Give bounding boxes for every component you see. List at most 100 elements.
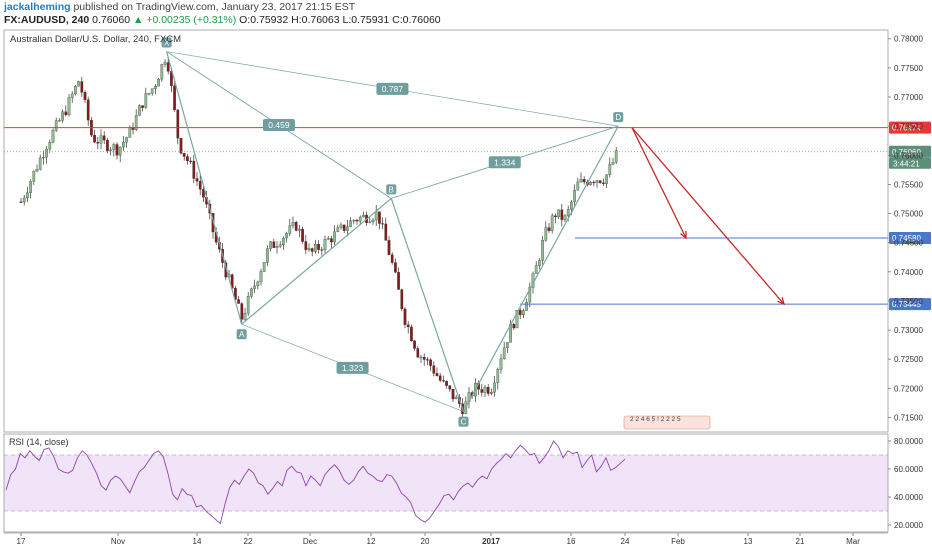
- candle-body: [83, 92, 87, 100]
- candle-body: [406, 324, 410, 328]
- candle-body: [250, 288, 253, 297]
- point-label: C: [461, 418, 467, 427]
- ohlc-low: L:0.75931: [342, 14, 390, 26]
- candle-body: [32, 170, 36, 182]
- candle-body: [374, 211, 378, 221]
- candle-body: [317, 243, 320, 250]
- candle-body: [307, 248, 311, 250]
- target-arrow-head: [680, 230, 687, 240]
- candle-body: [170, 71, 173, 86]
- time-tick-label: 14: [193, 537, 202, 546]
- level-tag: [889, 121, 931, 134]
- candle-body: [525, 301, 528, 311]
- level-tag-label: 0.74580: [892, 234, 921, 243]
- candle-body: [614, 150, 618, 163]
- candle-body: [355, 220, 359, 222]
- candle-body: [38, 157, 42, 170]
- events-marker: [623, 415, 711, 430]
- last-price-label: 0.76060: [892, 148, 921, 157]
- price-value: 0.76060: [92, 14, 131, 26]
- chart-header: jackalheming published on TradingView.co…: [0, 0, 932, 28]
- candle-body: [480, 389, 484, 393]
- candle-body: [442, 380, 445, 382]
- symbol-line: FX:AUDUSD, 240 0.76060 ▲ +0.00235 (+0.31…: [4, 14, 441, 26]
- candle-body: [438, 375, 442, 381]
- candle-body: [125, 137, 128, 143]
- candle-body: [371, 219, 375, 223]
- candle-body: [522, 310, 525, 315]
- candle-body: [499, 358, 503, 370]
- candle-body: [560, 209, 564, 220]
- price-tick-label: 0.74000: [894, 268, 923, 277]
- candle-body: [70, 93, 74, 98]
- candle-body: [58, 120, 61, 122]
- candle-body: [64, 111, 68, 116]
- candle-body: [128, 127, 132, 138]
- time-tick-label: 13: [744, 537, 753, 546]
- candle-body: [589, 181, 592, 185]
- price-tick-label: 0.75500: [894, 180, 923, 189]
- candle-body: [557, 209, 560, 218]
- candle-body: [336, 227, 340, 232]
- candle-body: [182, 153, 186, 157]
- candle-body: [99, 135, 103, 144]
- point-label: A: [239, 330, 245, 339]
- candle-body: [202, 188, 205, 198]
- candle-body: [378, 211, 381, 224]
- rsi-pane-title: RSI (14, close): [9, 437, 69, 447]
- target-arrow-head: [777, 297, 785, 306]
- candle-body: [269, 241, 272, 249]
- point-badge: [236, 329, 247, 340]
- target-arrow: [631, 127, 687, 239]
- candle-body: [550, 215, 554, 231]
- candle-body: [179, 138, 183, 154]
- candle-body: [138, 105, 141, 116]
- author-link[interactable]: jackalheming: [4, 1, 71, 13]
- time-tick-label: 22: [244, 537, 253, 546]
- candle-body: [195, 178, 199, 182]
- last-price-tag: [889, 145, 931, 158]
- candle-body: [483, 386, 487, 393]
- candle-body: [163, 62, 167, 65]
- candle-body: [154, 86, 157, 89]
- time-tick-label: Nov: [111, 537, 125, 546]
- candle-body: [410, 326, 413, 342]
- candle-body: [74, 85, 77, 95]
- candle-body: [26, 192, 29, 199]
- price-tick-label: 0.76000: [894, 151, 923, 160]
- candle-body: [320, 249, 324, 251]
- price-tick-label: 0.78000: [894, 35, 923, 44]
- candle-body: [323, 239, 327, 250]
- candle-body: [435, 373, 439, 376]
- point-badge: [458, 416, 469, 427]
- candle-body: [605, 174, 608, 184]
- change-value: ▲ +0.00235 (+0.31%): [133, 14, 237, 26]
- countdown-label: 3:44:21: [893, 159, 920, 168]
- rsi-pane-border: [3, 433, 889, 533]
- candle-body: [51, 130, 55, 143]
- ratio-badge: [262, 118, 295, 131]
- candle-body: [330, 238, 333, 243]
- time-tick-label: 21: [796, 537, 805, 546]
- candle-body: [253, 285, 256, 290]
- rsi-tick-label: 40.0000: [894, 493, 923, 502]
- candle-body: [352, 220, 356, 222]
- candle-body: [282, 237, 285, 245]
- candle-body: [166, 62, 170, 72]
- candle-body: [570, 201, 573, 210]
- rsi-line: [5, 440, 626, 525]
- ratio-badge: [376, 82, 409, 95]
- time-tick-label: 16: [567, 537, 576, 546]
- publish-line: jackalheming published on TradingView.co…: [4, 1, 355, 13]
- price-tick-label: 0.77500: [894, 64, 923, 73]
- candle-body: [112, 144, 116, 150]
- candle-body: [176, 109, 180, 139]
- target-arrow: [631, 127, 785, 305]
- candle-body: [512, 324, 516, 329]
- ratio-label: 1.323: [342, 363, 364, 373]
- candle-body: [592, 181, 596, 184]
- time-tick-label: Dec: [303, 537, 317, 546]
- candle-body: [451, 388, 455, 400]
- rsi-tick-label: 80.0000: [894, 437, 923, 446]
